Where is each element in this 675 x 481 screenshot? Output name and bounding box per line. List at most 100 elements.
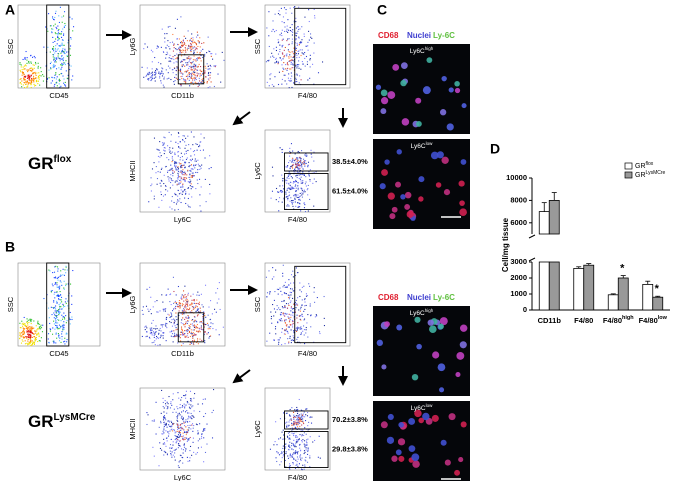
cell [398,422,404,428]
event-dot [169,41,171,44]
event-dot [275,187,278,190]
event-dot [28,79,30,81]
event-dot [304,466,306,468]
event-dot [146,327,148,329]
event-dot [183,446,186,448]
event-dot [295,52,297,55]
event-dot [211,53,213,55]
event-dot [194,326,196,329]
event-dot [163,147,165,149]
event-dot [29,334,31,336]
event-dot [321,61,324,63]
event-dot [291,166,293,168]
event-dot [317,72,320,74]
event-dot [25,65,27,67]
event-dot [147,74,149,76]
event-dot [317,456,319,458]
event-dot [174,449,176,451]
event-dot [161,67,163,69]
event-dot [188,59,191,61]
event-dot [184,177,186,179]
event-dot [274,31,276,33]
event-dot [24,324,27,326]
event-dot [159,344,161,346]
cell [461,103,467,109]
event-dot [277,452,279,454]
event-dot [190,170,192,172]
event-dot [184,333,186,335]
event-dot [37,62,39,64]
event-dot [194,393,196,395]
event-dot [64,305,66,308]
event-dot [201,433,203,435]
event-dot [63,26,65,28]
event-dot [197,343,199,345]
event-dot [286,83,288,85]
event-dot [180,85,182,87]
event-dot [193,150,196,152]
event-dot [177,166,179,168]
event-dot [175,441,177,443]
event-dot [178,146,180,148]
event-dot [193,52,195,55]
event-dot [169,407,172,409]
event-dot [166,44,168,46]
event-dot [153,336,155,338]
event-dot [155,71,157,73]
event-dot [165,46,167,49]
event-dot [185,62,187,64]
event-dot [196,310,198,312]
event-dot [37,83,39,85]
event-dot [307,41,309,43]
x-axis-label: F4/80 [288,215,307,224]
event-dot [187,340,189,342]
event-dot [288,444,290,446]
event-dot [302,315,304,318]
event-dot [303,174,306,176]
event-dot [57,30,59,32]
event-dot [184,147,186,149]
event-dot [277,63,279,65]
event-dot [171,451,173,453]
event-dot [189,45,191,47]
event-dot [50,306,52,308]
event-dot [184,438,186,440]
event-dot [154,328,157,330]
event-dot [286,180,288,182]
event-dot [300,54,302,57]
event-dot [190,332,192,334]
event-dot [53,293,55,295]
event-dot [299,171,301,173]
event-dot [166,316,168,319]
event-dot [168,420,170,422]
cell [448,413,456,421]
event-dot [145,336,147,338]
event-dot [307,448,309,450]
cell [381,169,388,176]
event-dot [300,306,302,308]
plot-frame [264,4,351,89]
event-dot [177,189,179,191]
event-dot [193,63,195,65]
event-dot [182,64,184,66]
event-dot [184,324,186,326]
event-dot [292,312,294,314]
event-dot [313,172,315,174]
event-dot [297,161,299,164]
event-dot [194,41,196,43]
event-dot [301,166,303,168]
event-dot [182,78,185,80]
event-dot [190,295,192,297]
event-dot [282,429,284,431]
event-dot [193,74,195,76]
event-dot [192,65,194,67]
event-dot [52,28,54,30]
event-dot [303,33,305,35]
event-dot [37,322,39,325]
event-dot [301,414,303,416]
cell [392,63,400,71]
event-dot [179,337,181,339]
event-dot [275,58,277,60]
event-dot [223,59,225,61]
event-dot [178,38,180,40]
